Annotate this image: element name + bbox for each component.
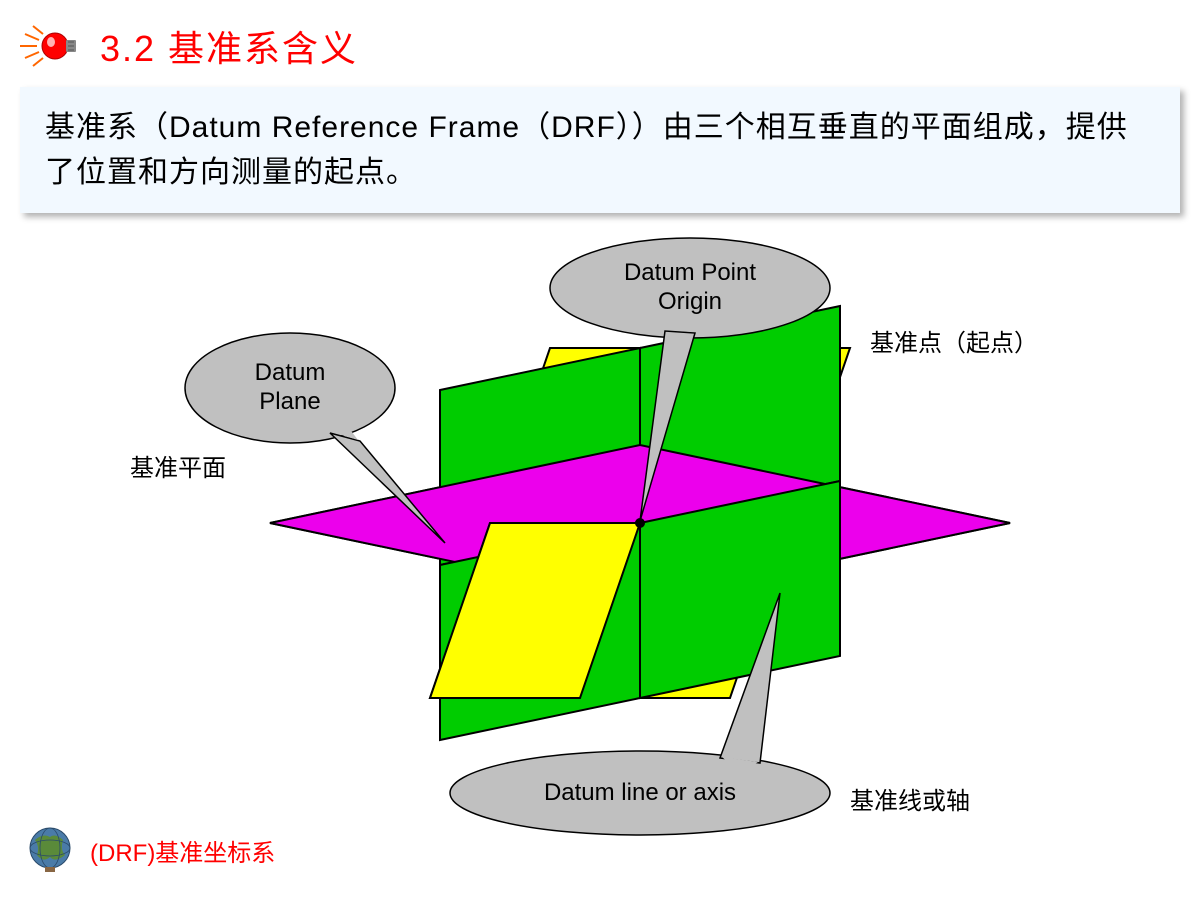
- diagram-area: Datum Plane Datum Point Origin Datum lin…: [0, 223, 1200, 843]
- lightbulb-icon: [10, 21, 100, 71]
- callout-origin-text: Datum Point Origin: [550, 253, 830, 323]
- header: 3.2 基准系含义: [0, 0, 1200, 72]
- footer: (DRF)基准坐标系: [25, 825, 275, 875]
- callout-origin-line1: Datum Point: [624, 259, 756, 288]
- callout-plane-text: Datum Plane: [185, 353, 395, 423]
- page-title: 3.2 基准系含义: [100, 20, 358, 72]
- callout-plane-line2: Plane: [255, 388, 326, 417]
- callout-origin-line2: Origin: [624, 288, 756, 317]
- label-plane-cn: 基准平面: [130, 448, 226, 483]
- callout-plane-line1: Datum: [255, 359, 326, 388]
- label-origin-cn: 基准点（起点）: [870, 323, 1038, 358]
- callout-axis-text: Datum line or axis: [450, 771, 830, 815]
- footer-text: (DRF)基准坐标系: [90, 833, 275, 868]
- callout-axis-line: Datum line or axis: [544, 779, 736, 808]
- globe-icon: [25, 825, 75, 875]
- label-axis-cn: 基准线或轴: [850, 781, 970, 816]
- description-box: 基准系（Datum Reference Frame（DRF））由三个相互垂直的平…: [20, 87, 1180, 213]
